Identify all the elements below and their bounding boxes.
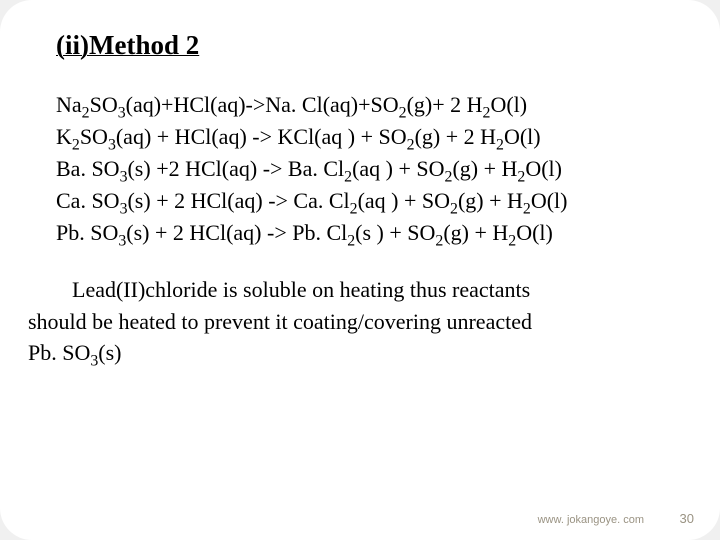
eq-text: (s) + 2 HCl(aq) -> Pb. Cl — [126, 220, 347, 245]
eq-sub: 2 — [399, 104, 407, 121]
eq-text: K — [56, 124, 72, 149]
eq-text: (g)+ 2 H — [407, 92, 483, 117]
eq-text: (s) +2 HCl(aq) -> Ba. Cl — [127, 156, 344, 181]
eq-sub: 2 — [72, 136, 80, 153]
eq-text: (aq)+HCl(aq)->Na. Cl(aq)+SO — [126, 92, 399, 117]
eq-sub: 2 — [407, 136, 415, 153]
note-text: Pb. SO — [28, 340, 90, 365]
eq-text: (aq ) + SO — [358, 188, 450, 213]
eq-text: (g) + H — [458, 188, 523, 213]
footer-url: www. jokangoye. com — [538, 514, 644, 526]
equation-2: K2SO3(aq) + HCl(aq) -> KCl(aq ) + SO2(g)… — [56, 121, 664, 153]
eq-sub: 2 — [350, 200, 358, 217]
note-text: (s) — [98, 340, 121, 365]
slide-title: (ii)Method 2 — [56, 30, 664, 61]
page-number: 30 — [680, 511, 694, 526]
eq-sub: 2 — [523, 200, 531, 217]
slide-frame: (ii)Method 2 Na2SO3(aq)+HCl(aq)->Na. Cl(… — [0, 0, 720, 540]
eq-text: Ba. SO — [56, 156, 120, 181]
eq-text: O(l) — [531, 188, 568, 213]
eq-text: Na — [56, 92, 82, 117]
eq-text: O(l) — [504, 124, 541, 149]
eq-sub: 2 — [347, 232, 355, 249]
note-paragraph: Lead(II)chloride is soluble on heating t… — [28, 274, 664, 368]
eq-text: O(l) — [516, 220, 553, 245]
eq-text: Pb. SO — [56, 220, 118, 245]
eq-text: (aq ) + SO — [352, 156, 444, 181]
eq-sub: 3 — [108, 136, 116, 153]
eq-text: O(l) — [490, 92, 527, 117]
eq-text: (aq) + HCl(aq) -> KCl(aq ) + SO — [116, 124, 407, 149]
eq-sub: 2 — [496, 136, 504, 153]
eq-text: (s) + 2 HCl(aq) -> Ca. Cl — [127, 188, 349, 213]
equation-4: Ca. SO3(s) + 2 HCl(aq) -> Ca. Cl2(aq ) +… — [56, 185, 664, 217]
equation-3: Ba. SO3(s) +2 HCl(aq) -> Ba. Cl2(aq ) + … — [56, 153, 664, 185]
eq-text: Ca. SO — [56, 188, 120, 213]
eq-sub: 2 — [344, 168, 352, 185]
equation-1: Na2SO3(aq)+HCl(aq)->Na. Cl(aq)+SO2(g)+ 2… — [56, 89, 664, 121]
eq-sub: 2 — [450, 200, 458, 217]
slide-content: (ii)Method 2 Na2SO3(aq)+HCl(aq)->Na. Cl(… — [0, 0, 720, 368]
eq-sub: 2 — [82, 104, 90, 121]
note-text: Lead(II)chloride is soluble on heating t… — [72, 277, 530, 302]
equations-block: Na2SO3(aq)+HCl(aq)->Na. Cl(aq)+SO2(g)+ 2… — [56, 89, 664, 248]
eq-text: O(l) — [525, 156, 562, 181]
eq-text: (g) + H — [452, 156, 517, 181]
eq-text: SO — [80, 124, 108, 149]
eq-text: (g) + 2 H — [415, 124, 496, 149]
eq-text: SO — [90, 92, 118, 117]
note-text: should be heated to prevent it coating/c… — [28, 309, 532, 334]
eq-sub: 3 — [118, 104, 126, 121]
eq-text: (s ) + SO — [355, 220, 435, 245]
equation-5: Pb. SO3(s) + 2 HCl(aq) -> Pb. Cl2(s ) + … — [56, 217, 664, 249]
eq-text: (g) + H — [443, 220, 508, 245]
